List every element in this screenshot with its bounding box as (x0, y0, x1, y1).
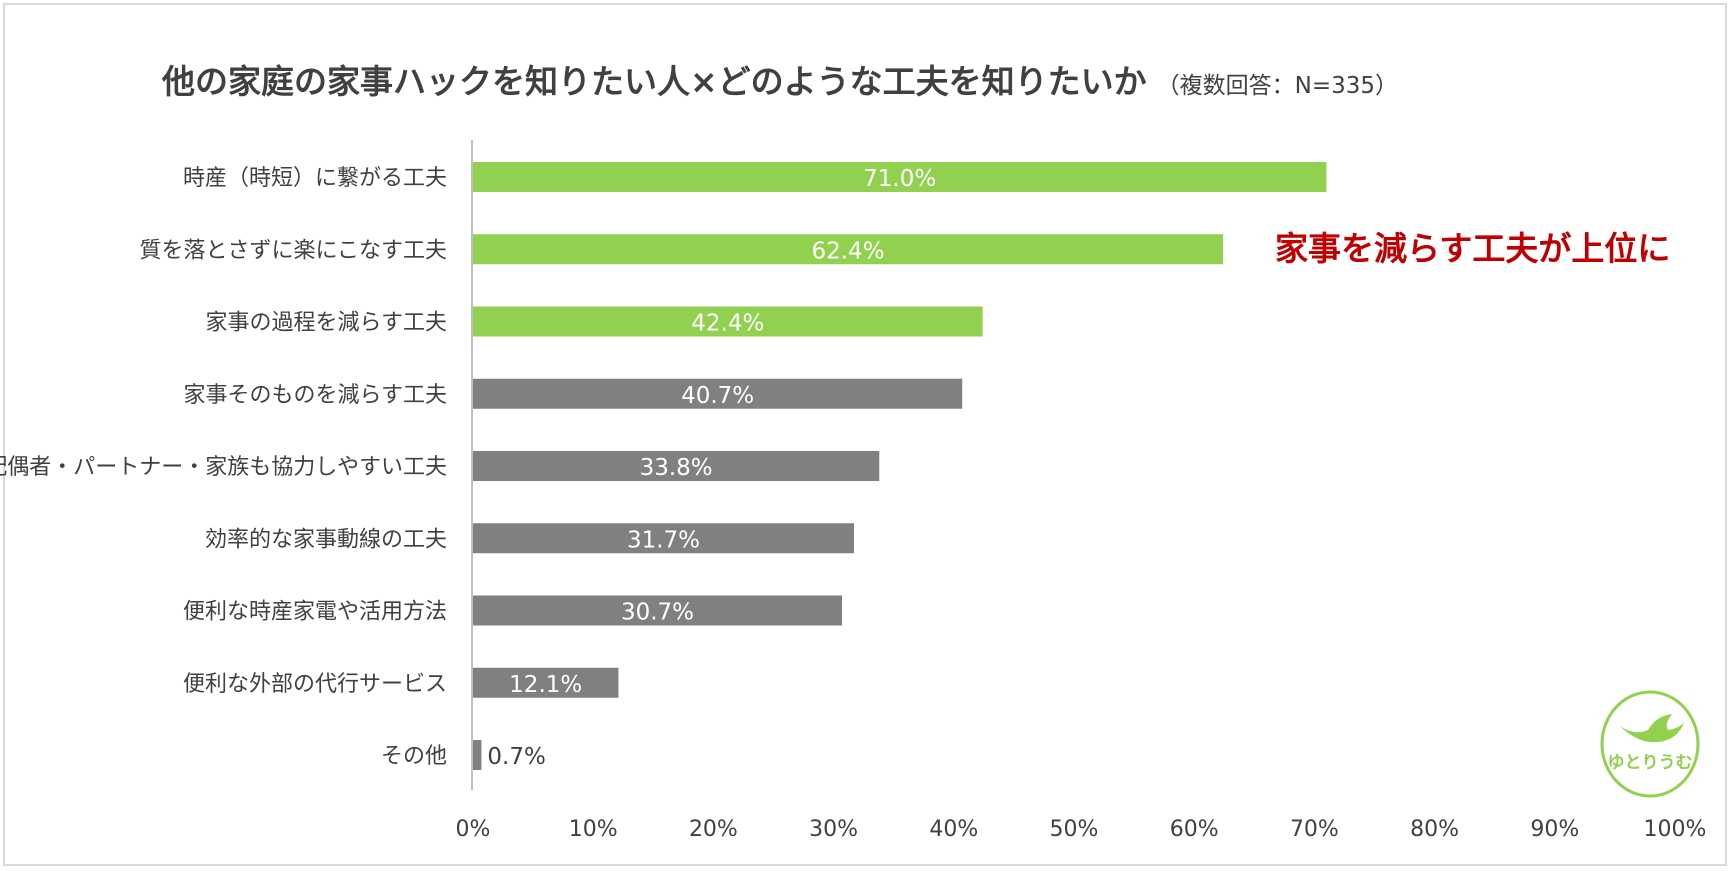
x-tick-label: 30% (809, 817, 858, 842)
data-label: 62.4% (811, 238, 884, 264)
x-tick-label: 90% (1530, 817, 1579, 842)
bar (473, 451, 880, 481)
x-tick-label: 70% (1290, 817, 1339, 842)
bar (473, 667, 619, 698)
logo-text: ゆとりうむ (1608, 753, 1693, 773)
category-label: 効率的な家事動線の工夫 (205, 527, 447, 552)
data-label: 12.1% (509, 672, 582, 698)
bar (473, 523, 855, 554)
category-label: 家事の過程を減らす工夫 (205, 311, 447, 336)
data-label: 40.7% (681, 383, 754, 409)
category-label: 質を落とさずに楽にこなす工夫 (139, 238, 447, 263)
category-label: 便利な外部の代行サービス (183, 672, 447, 697)
x-tick-label: 100% (1644, 817, 1707, 842)
bar (473, 162, 1327, 192)
bar (473, 234, 1224, 265)
chart-subtitle: （複数回答：N=335） (1156, 73, 1399, 99)
bird-icon (1620, 714, 1684, 743)
data-label: 71.0% (863, 166, 936, 192)
data-label: 33.8% (640, 455, 713, 481)
data-label: 30.7% (621, 600, 694, 626)
x-tick-label: 20% (689, 817, 738, 842)
category-label: 便利な時産家電や活用方法 (183, 600, 447, 625)
x-tick-label: 50% (1050, 817, 1099, 842)
chart-title: 他の家庭の家事ハックを知りたい人×どのような工夫を知りたいか (161, 62, 1147, 101)
bar (473, 306, 983, 337)
x-tick-label: 10% (569, 817, 618, 842)
x-tick-label: 60% (1170, 817, 1219, 842)
category-label: その他 (381, 744, 447, 769)
bar (473, 378, 963, 409)
category-label: 家事そのものを減らす工夫 (183, 383, 447, 408)
data-label: 31.7% (627, 527, 700, 553)
bar (473, 740, 482, 770)
title-row: 他の家庭の家事ハックを知りたい人×どのような工夫を知りたいか （複数回答：N=33… (0, 55, 1560, 103)
chart-frame (3, 3, 1727, 866)
data-label: 42.4% (691, 311, 764, 337)
category-label: 時産（時短）に繋がる工夫 (183, 166, 447, 191)
category-label: 配偶者・パートナー・家族も協力しやすい工夫 (0, 455, 447, 480)
x-tick-label: 80% (1410, 817, 1459, 842)
bar (473, 595, 843, 626)
data-label: 0.7% (487, 744, 545, 770)
annotation-text: 家事を減らす工夫が上位に (1275, 229, 1671, 268)
logo-egg-outline (1600, 690, 1700, 798)
yutorium-logo: ゆとりうむ (1600, 690, 1700, 798)
x-tick-label: 40% (929, 817, 978, 842)
x-tick-label: 0% (456, 817, 491, 842)
